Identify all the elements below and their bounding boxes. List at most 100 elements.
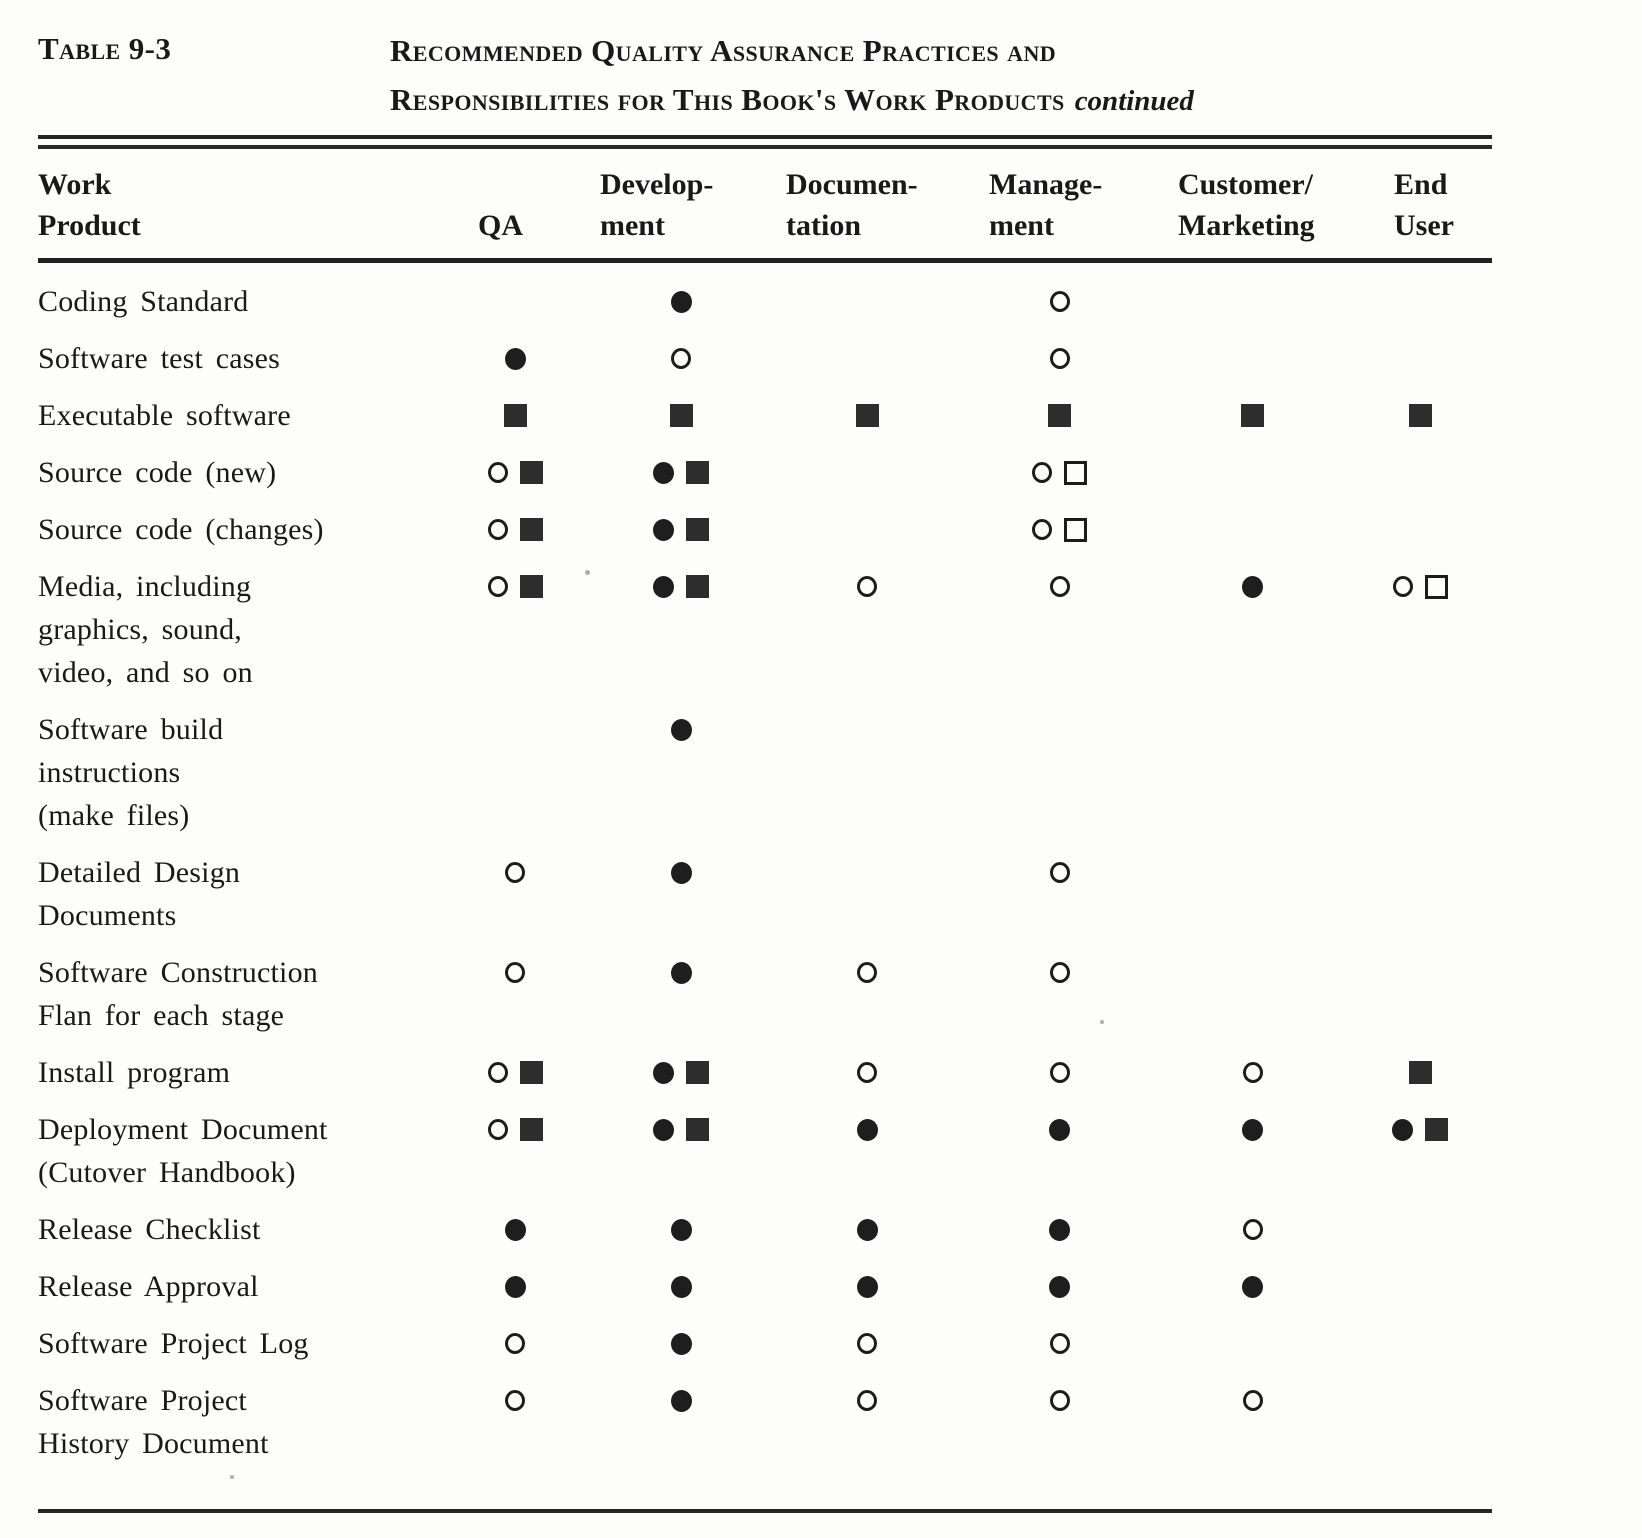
row-label: Source code (changes)	[38, 508, 440, 565]
cell-development	[590, 851, 772, 951]
cell-documentation	[772, 851, 962, 951]
cell-development	[590, 451, 772, 508]
symbol-group	[440, 951, 590, 994]
table-title-block: Table 9-3 Recommended Quality Assurance …	[38, 26, 1492, 126]
column-header-line: Work	[38, 168, 112, 201]
row-label-line: (make files)	[38, 799, 190, 832]
symbol-group	[1157, 1051, 1348, 1094]
qa-responsibilities-table: Work Product QA Develop-ment Documen-tation M…	[38, 149, 1492, 1513]
open-circle-icon	[857, 1390, 877, 1411]
row-label: Software Project Log	[38, 1322, 440, 1379]
table-row: Coding Standard	[38, 261, 1492, 338]
row-label-line: video, and so on	[38, 656, 253, 689]
column-header-end_user: End User	[1348, 149, 1492, 263]
symbol-group	[440, 1379, 590, 1422]
symbol-group	[962, 1379, 1157, 1422]
symbol-group	[772, 1208, 962, 1251]
symbol-group	[590, 951, 772, 994]
symbol-group	[590, 337, 772, 380]
filled-circle-icon	[670, 861, 692, 884]
page-title-line2: Responsibilities for This Book's Work Pr…	[390, 75, 1194, 126]
cell-end_user	[1348, 1108, 1492, 1208]
open-circle-icon	[505, 1390, 525, 1411]
cell-documentation	[772, 565, 962, 708]
filled-circle-icon	[504, 1218, 526, 1241]
scan-speck	[1100, 1020, 1104, 1024]
cell-qa	[440, 1379, 590, 1511]
cell-end_user	[1348, 951, 1492, 1051]
column-header-development: Develop-ment	[590, 149, 772, 263]
row-label: Software test cases	[38, 337, 440, 394]
cell-development	[590, 1108, 772, 1208]
open-square-icon	[1064, 460, 1087, 485]
cell-qa	[440, 1322, 590, 1379]
cell-documentation	[772, 708, 962, 851]
filled-circle-icon	[856, 1275, 878, 1298]
cell-customer_marketing	[1157, 394, 1348, 451]
cell-qa	[440, 565, 590, 708]
table-row: Release Approval	[38, 1265, 1492, 1322]
filled-square-icon	[686, 575, 709, 598]
symbol-group	[1348, 1051, 1492, 1094]
column-header-line: End	[1394, 168, 1448, 201]
cell-management	[962, 508, 1157, 565]
cell-end_user	[1348, 451, 1492, 508]
table-row: Media, including graphics, sound, video, a…	[38, 565, 1492, 708]
symbol-group	[590, 1379, 772, 1422]
symbol-group	[772, 1108, 962, 1151]
open-circle-icon	[1392, 576, 1413, 597]
filled-square-icon	[519, 518, 543, 541]
table-body: Coding Standard Software test cases Execut…	[38, 261, 1492, 1512]
symbol-group	[1157, 1379, 1348, 1422]
row-label: Source code (new)	[38, 451, 440, 508]
cell-documentation	[772, 1379, 962, 1511]
cell-management	[962, 451, 1157, 508]
cell-qa	[440, 451, 590, 508]
column-header-line: Documen-	[786, 168, 918, 201]
symbol-group	[590, 1265, 772, 1308]
filled-circle-icon	[653, 1061, 674, 1084]
page-title: Recommended Quality Assurance Practices …	[390, 26, 1194, 126]
cell-documentation	[772, 451, 962, 508]
cell-qa	[440, 337, 590, 394]
cell-end_user	[1348, 1379, 1492, 1511]
row-label-line: Source code (changes)	[38, 513, 324, 546]
row-label-line: Software Project	[38, 1384, 247, 1417]
column-header-line: Product	[38, 209, 141, 242]
symbol-group	[440, 337, 590, 380]
row-label-line: graphics, sound,	[38, 613, 243, 646]
row-label-line: Media, including	[38, 570, 252, 603]
row-label: Detailed Design Documents	[38, 851, 440, 951]
cell-development	[590, 1265, 772, 1322]
cell-qa	[440, 708, 590, 851]
symbol-group	[590, 1322, 772, 1365]
open-circle-icon	[857, 576, 877, 597]
table-number: Table 9-3	[38, 31, 172, 66]
scan-speck	[585, 570, 590, 575]
filled-square-icon	[519, 461, 543, 484]
column-header-line: QA	[478, 209, 523, 242]
symbol-group	[962, 1265, 1157, 1308]
row-label: Media, including graphics, sound, video, a…	[38, 565, 440, 708]
symbol-group	[962, 1208, 1157, 1251]
open-circle-icon	[487, 576, 508, 597]
symbol-group	[772, 1265, 962, 1308]
cell-end_user	[1348, 1051, 1492, 1108]
filled-circle-icon	[670, 1332, 692, 1355]
cell-qa	[440, 1108, 590, 1208]
open-circle-icon	[1049, 348, 1070, 369]
filled-square-icon	[855, 404, 879, 427]
filled-square-icon	[519, 1061, 543, 1084]
cell-end_user	[1348, 851, 1492, 951]
table-row: Deployment Document (Cutover Handbook)	[38, 1108, 1492, 1208]
cell-management	[962, 851, 1157, 951]
symbol-group	[590, 565, 772, 608]
symbol-group	[590, 851, 772, 894]
symbol-group	[1348, 565, 1492, 608]
filled-circle-icon	[1392, 1118, 1413, 1141]
cell-management	[962, 708, 1157, 851]
row-label: Software build instructions (make files)	[38, 708, 440, 851]
filled-circle-icon	[653, 575, 674, 598]
open-circle-icon	[857, 962, 877, 983]
filled-circle-icon	[670, 1218, 692, 1241]
